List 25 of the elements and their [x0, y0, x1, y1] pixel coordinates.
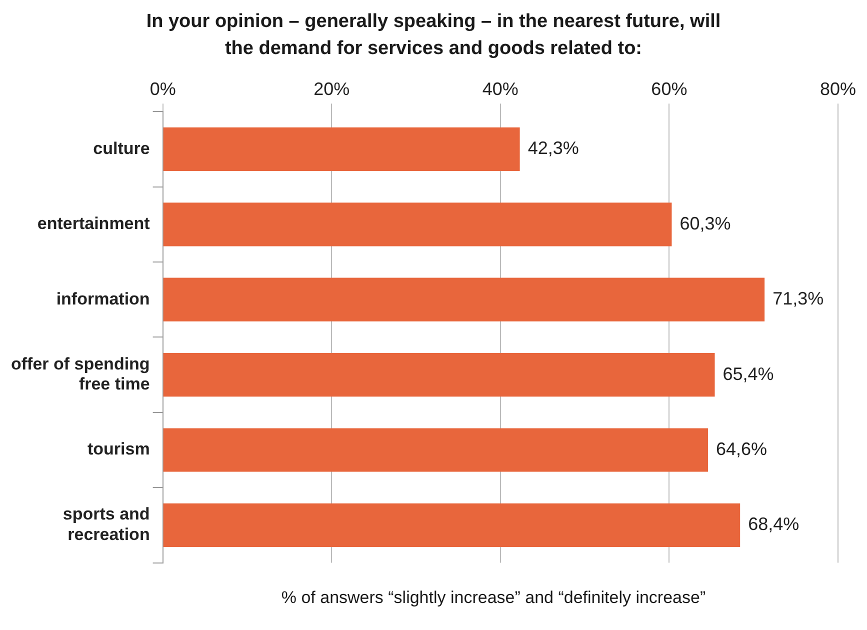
data-label: 68,4% — [748, 514, 800, 534]
bar — [163, 503, 740, 548]
x-tick-label: 60% — [651, 78, 688, 99]
data-label: 64,6% — [716, 438, 768, 459]
y-tick-label: tourism — [87, 440, 150, 459]
x-tick-label: 20% — [314, 78, 350, 99]
bar — [163, 127, 520, 172]
y-tick-label: sports and recreation — [62, 504, 150, 544]
data-label: 65,4% — [722, 364, 774, 384]
y-tick-label: culture — [93, 138, 150, 158]
bar — [163, 352, 715, 397]
x-tick-label: 80% — [820, 78, 856, 99]
y-tick-label: offer of spending free time — [10, 354, 150, 394]
bar — [163, 202, 672, 246]
data-label: 60,3% — [680, 213, 731, 234]
y-tick-label: entertainment — [37, 214, 150, 234]
x-axis-title: % of answers “slightly increase” and “definitely increase” — [280, 588, 707, 608]
y-tick-label: information — [56, 289, 150, 308]
chart-title: In your opinion – generally speaking – in the nearest future, will the demand for services and goods related to: — [145, 10, 722, 61]
data-label: 42,3% — [528, 138, 579, 158]
bar — [163, 278, 765, 322]
x-tick-label: 0% — [150, 78, 176, 99]
bar — [163, 428, 708, 472]
x-tick-label: 40% — [482, 78, 518, 99]
data-label: 71,3% — [772, 288, 824, 309]
